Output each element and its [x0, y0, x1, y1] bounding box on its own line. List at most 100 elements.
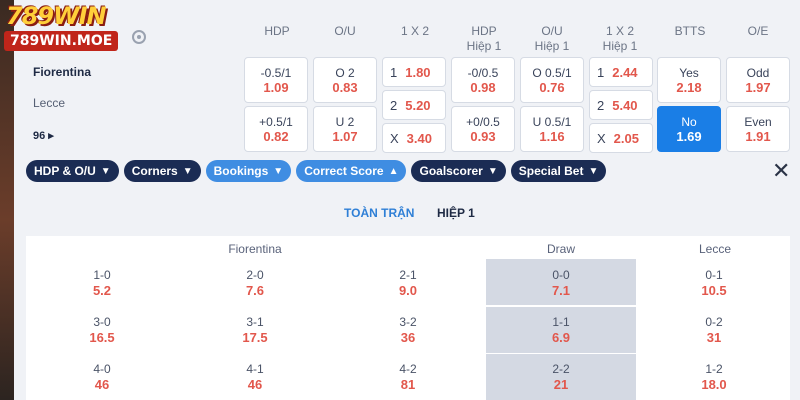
background-strip — [0, 0, 14, 400]
chip-goalscorer[interactable]: Goalscorer ▼ — [411, 160, 506, 182]
chip-label: Goalscorer — [419, 164, 483, 178]
header-1x2-h1-sub: Hiệp 1 — [602, 39, 638, 53]
close-icon[interactable]: ✕ — [772, 158, 791, 183]
score-cell-draw[interactable]: 1-1 6.9 — [486, 315, 636, 345]
score-odds: 7.1 — [551, 283, 571, 298]
score-odds: 31 — [706, 330, 722, 345]
chevron-up-icon: ▲ — [388, 165, 399, 177]
odds-1x2-draw[interactable]: X 3.40 — [382, 123, 446, 153]
header-1x2-h1-label: 1 X 2 — [605, 24, 635, 38]
odds-ou-h1-over[interactable]: O 0.5/1 0.76 — [520, 57, 584, 103]
score-odds: 5.2 — [92, 283, 112, 298]
score-label: 1-0 — [93, 268, 111, 282]
more-markets-link[interactable]: 96 ▸ — [33, 130, 54, 142]
score-label: 4-0 — [93, 362, 111, 376]
score-cell[interactable]: 2-1 9.0 — [333, 268, 483, 298]
odds-1x2-h1-away[interactable]: 2 5.40 — [589, 90, 653, 120]
score-cell-draw[interactable]: 2-2 21 — [486, 362, 636, 392]
chevron-down-icon: ▼ — [588, 165, 599, 177]
score-cell[interactable]: 1-2 18.0 — [639, 362, 789, 392]
score-label: 2-1 — [399, 268, 417, 282]
odds-btts-yes[interactable]: Yes 2.18 — [657, 57, 721, 103]
score-cell[interactable]: 0-2 31 — [639, 315, 789, 345]
chip-corners[interactable]: Corners ▼ — [123, 160, 201, 182]
odds-btts-no-selected[interactable]: No 1.69 — [657, 106, 721, 152]
score-label: 1-2 — [705, 362, 723, 376]
odds-value: 2.18 — [676, 80, 702, 95]
chip-correct-score[interactable]: Correct Score ▲ — [296, 160, 407, 182]
odds-1x2-h1-draw[interactable]: X 2.05 — [589, 123, 653, 153]
odds-value: 1.16 — [539, 129, 565, 144]
odds-line: Odd — [746, 66, 770, 80]
score-cell[interactable]: 3-1 17.5 — [180, 315, 330, 345]
draw-cell-bg — [486, 307, 636, 353]
draw-cell-bg — [486, 354, 636, 400]
score-label: 1-1 — [552, 315, 570, 329]
odds-line: No — [681, 115, 697, 129]
odds-line: X — [390, 130, 399, 146]
odds-ou-h1-under[interactable]: U 0.5/1 1.16 — [520, 106, 584, 152]
score-odds: 6.9 — [551, 330, 571, 345]
header-hdp: HDP — [264, 24, 290, 38]
odds-value: 0.82 — [263, 129, 289, 144]
market-filter-bar: HDP & O/U ▼ Corners ▼ Bookings ▼ Correct Sc… — [26, 160, 607, 182]
target-icon[interactable] — [132, 30, 146, 44]
score-cell[interactable]: 4-0 46 — [27, 362, 177, 392]
score-odds: 17.5 — [242, 330, 268, 345]
correct-score-grid — [26, 236, 790, 400]
odds-oe-even[interactable]: Even 1.91 — [726, 106, 790, 152]
odds-1x2-h1-home[interactable]: 1 2.44 — [589, 57, 653, 87]
odds-value: 2.05 — [613, 130, 639, 146]
header-ou: O/U — [334, 24, 356, 38]
odds-1x2-home[interactable]: 1 1.80 — [382, 57, 446, 87]
odds-hdp-h1-home[interactable]: -0/0.5 0.98 — [451, 57, 515, 103]
odds-hdp-away[interactable]: +0.5/1 0.82 — [244, 106, 308, 152]
score-label: 0-2 — [705, 315, 723, 329]
chip-hdp-ou[interactable]: HDP & O/U ▼ — [26, 160, 119, 182]
header-ou-h1: O/U Hiệp 1 — [530, 24, 574, 54]
odds-value: 0.98 — [470, 80, 496, 95]
odds-line: 2 — [597, 97, 605, 113]
header-ou-h1-sub: Hiệp 1 — [534, 39, 570, 53]
odds-value: 5.20 — [405, 97, 431, 113]
odds-value: 0.93 — [470, 129, 496, 144]
odds-line: U 2 — [335, 115, 355, 129]
chevron-down-icon: ▼ — [182, 165, 193, 177]
odds-ou-under[interactable]: U 2 1.07 — [313, 106, 377, 152]
score-cell[interactable]: 4-2 81 — [333, 362, 483, 392]
chip-label: Bookings — [213, 164, 269, 178]
odds-value: 1.80 — [405, 64, 431, 80]
tab-first-half[interactable]: HIỆP 1 — [437, 206, 475, 220]
odds-line: Yes — [679, 66, 699, 80]
odds-1x2-away[interactable]: 2 5.20 — [382, 90, 446, 120]
score-odds: 18.0 — [701, 377, 727, 392]
score-cell[interactable]: 2-0 7.6 — [180, 268, 330, 298]
score-label: 0-1 — [705, 268, 723, 282]
score-cell-draw[interactable]: 0-0 7.1 — [486, 268, 636, 298]
score-label: 0-0 — [552, 268, 570, 282]
odds-line: X — [597, 130, 606, 146]
score-cell[interactable]: 3-0 16.5 — [27, 315, 177, 345]
tab-full-match[interactable]: TOÀN TRẬN — [344, 206, 415, 220]
odds-oe-odd[interactable]: Odd 1.97 — [726, 57, 790, 103]
score-cell[interactable]: 1-0 5.2 — [27, 268, 177, 298]
odds-ou-over[interactable]: O 2 0.83 — [313, 57, 377, 103]
header-oe: O/E — [747, 24, 769, 38]
logo-text: 789WIN — [6, 2, 107, 30]
chip-special-bet[interactable]: Special Bet ▼ — [510, 160, 607, 182]
score-cell[interactable]: 0-1 10.5 — [639, 268, 789, 298]
score-odds: 21 — [553, 377, 569, 392]
score-label: 2-2 — [552, 362, 570, 376]
odds-hdp-h1-away[interactable]: +0/0.5 0.93 — [451, 106, 515, 152]
odds-line: 1 — [597, 64, 605, 80]
odds-hdp-home[interactable]: -0.5/1 1.09 — [244, 57, 308, 103]
header-1x2: 1 X 2 — [400, 24, 430, 38]
odds-value: 0.83 — [332, 80, 358, 95]
score-cell[interactable]: 4-1 46 — [180, 362, 330, 392]
score-cell[interactable]: 3-2 36 — [333, 315, 483, 345]
score-label: 4-2 — [399, 362, 417, 376]
chip-bookings[interactable]: Bookings ▼ — [205, 160, 292, 182]
odds-line: -0.5/1 — [260, 66, 292, 80]
header-btts: BTTS — [674, 24, 706, 38]
odds-line: U 0.5/1 — [532, 115, 572, 129]
